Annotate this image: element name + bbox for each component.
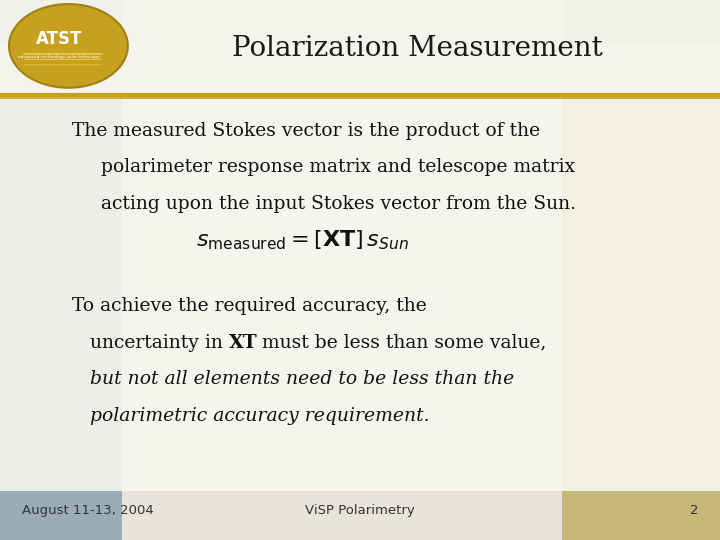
Text: advanced technology solar telescope: advanced technology solar telescope (18, 55, 100, 59)
Text: ViSP Polarimetry: ViSP Polarimetry (305, 504, 415, 517)
Text: XT: XT (229, 334, 258, 352)
Text: but not all elements need to be less than the: but not all elements need to be less tha… (72, 370, 514, 388)
Bar (122, 0, 562, 540)
Text: uncertainty in: uncertainty in (72, 334, 229, 352)
Text: 2: 2 (690, 504, 698, 517)
Text: August 11-13, 2004: August 11-13, 2004 (22, 504, 153, 517)
Text: $s_{\mathrm{measured}} = [\mathbf{XT}]\,s_{\mathit{Sun}}$: $s_{\mathrm{measured}} = [\mathbf{XT}]\,… (196, 228, 409, 252)
Text: Polarization Measurement: Polarization Measurement (233, 35, 603, 62)
Ellipse shape (9, 4, 128, 87)
Text: polarimetric accuracy requirement.: polarimetric accuracy requirement. (72, 407, 430, 425)
Bar (0, 0, 122, 540)
Text: acting upon the input Stokes vector from the Sun.: acting upon the input Stokes vector from… (101, 195, 576, 213)
Bar (0, 0, 720, 97)
Bar (562, 0, 720, 540)
Text: The measured Stokes vector is the product of the: The measured Stokes vector is the produc… (72, 122, 540, 139)
Text: To achieve the required accuracy, the: To achieve the required accuracy, the (72, 297, 427, 315)
Bar (0, 43, 720, 491)
Text: must be less than some value,: must be less than some value, (256, 334, 546, 352)
Text: ATST: ATST (36, 30, 82, 48)
Text: polarimeter response matrix and telescope matrix: polarimeter response matrix and telescop… (101, 158, 575, 176)
